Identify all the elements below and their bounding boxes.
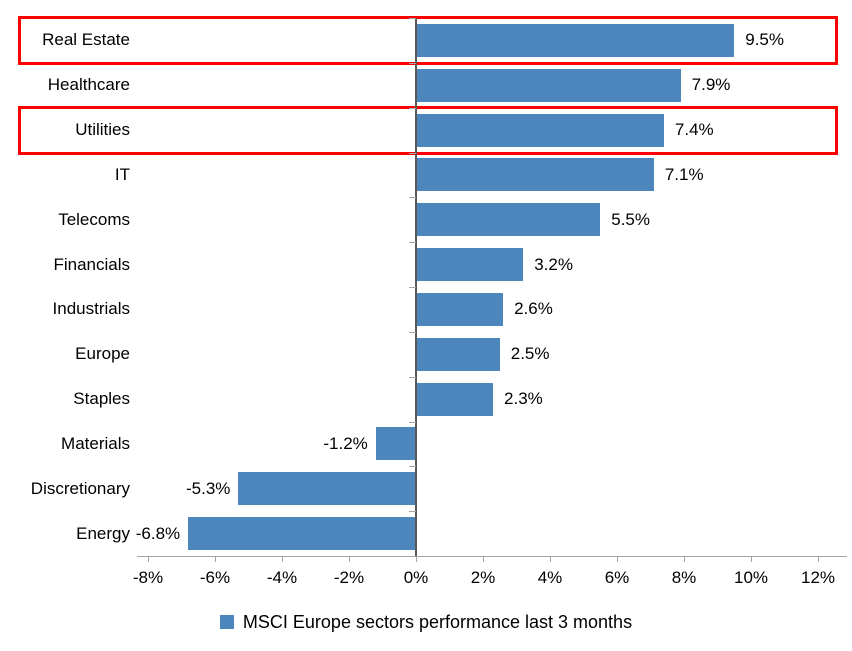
bar bbox=[238, 472, 416, 506]
bar bbox=[416, 23, 735, 57]
x-axis-tick-label: 4% bbox=[537, 568, 563, 587]
category-tick bbox=[409, 287, 416, 288]
value-label: -6.8% bbox=[135, 523, 181, 543]
bar bbox=[416, 158, 654, 192]
bar bbox=[416, 113, 664, 147]
x-axis-tick-label: -6% bbox=[199, 568, 231, 587]
bar bbox=[416, 382, 494, 416]
value-label: -1.2% bbox=[323, 433, 368, 453]
category-label: Real Estate bbox=[42, 30, 130, 50]
bar bbox=[416, 292, 504, 326]
category-label: Industrials bbox=[52, 299, 130, 319]
x-axis-tick bbox=[617, 556, 618, 562]
category-tick bbox=[409, 511, 416, 513]
x-axis-tick-label: 12% bbox=[800, 568, 836, 587]
category-label: Utilities bbox=[75, 120, 130, 140]
bar bbox=[416, 68, 681, 102]
legend: MSCI Europe sectors performance last 3 m… bbox=[0, 611, 852, 633]
x-axis-tick bbox=[416, 556, 417, 562]
category-tick bbox=[409, 466, 416, 468]
category-label: Financials bbox=[53, 254, 130, 274]
value-label: 7.1% bbox=[664, 164, 704, 184]
category-tick bbox=[409, 331, 416, 333]
x-axis-tick bbox=[215, 556, 216, 562]
x-axis-tick bbox=[751, 556, 752, 562]
value-label: 3.2% bbox=[534, 254, 573, 274]
x-axis-tick-label: 2% bbox=[470, 568, 496, 587]
category-tick bbox=[409, 197, 416, 199]
value-label: 7.4% bbox=[674, 120, 714, 140]
value-label: 2.6% bbox=[514, 299, 553, 319]
x-axis-tick-label: 0% bbox=[403, 568, 429, 587]
zero-axis-line bbox=[415, 18, 417, 556]
x-axis-tick bbox=[550, 556, 551, 562]
x-axis-tick bbox=[818, 556, 819, 562]
bar bbox=[416, 337, 500, 371]
category-label: Materials bbox=[61, 433, 130, 453]
x-axis-tick-label: -4% bbox=[266, 568, 298, 587]
x-axis-line bbox=[137, 556, 847, 557]
value-label: -5.3% bbox=[186, 478, 231, 498]
bar bbox=[416, 248, 524, 282]
x-axis-tick bbox=[483, 556, 484, 562]
category-tick bbox=[409, 18, 416, 19]
x-axis-tick bbox=[148, 556, 149, 562]
bar bbox=[188, 517, 416, 551]
x-axis-tick-label: -2% bbox=[333, 568, 365, 587]
x-axis-tick bbox=[282, 556, 283, 562]
category-label: Telecoms bbox=[58, 209, 130, 229]
x-axis-tick bbox=[684, 556, 685, 562]
x-axis-tick-label: 6% bbox=[604, 568, 630, 587]
category-tick bbox=[409, 152, 416, 154]
value-label: 2.3% bbox=[504, 389, 543, 409]
value-label: 7.9% bbox=[691, 75, 731, 95]
category-label: Discretionary bbox=[30, 478, 130, 498]
value-label: 2.5% bbox=[510, 344, 550, 364]
category-tick bbox=[409, 556, 416, 557]
category-label: IT bbox=[114, 164, 130, 184]
x-axis-tick-label: 8% bbox=[671, 568, 697, 587]
legend-label: MSCI Europe sectors performance last 3 m… bbox=[242, 612, 633, 632]
category-label: Staples bbox=[73, 389, 130, 409]
value-label: 9.5% bbox=[745, 30, 784, 50]
x-axis-tick bbox=[349, 556, 350, 562]
bar bbox=[416, 203, 601, 237]
category-label: Energy bbox=[76, 523, 130, 543]
value-label: 5.5% bbox=[611, 209, 650, 229]
x-axis-tick-label: -8% bbox=[132, 568, 164, 587]
category-label: Europe bbox=[75, 344, 130, 364]
category-label: Healthcare bbox=[47, 75, 130, 95]
category-tick bbox=[409, 107, 416, 109]
x-axis-tick-label: 10% bbox=[733, 568, 769, 587]
legend-swatch-icon bbox=[219, 615, 234, 629]
highlight-box-real-estate bbox=[18, 15, 838, 65]
category-tick bbox=[409, 421, 416, 423]
category-tick bbox=[409, 62, 416, 64]
category-tick bbox=[409, 242, 416, 244]
bar bbox=[375, 427, 416, 461]
category-tick bbox=[409, 376, 416, 378]
highlight-box-utilities bbox=[18, 105, 838, 155]
